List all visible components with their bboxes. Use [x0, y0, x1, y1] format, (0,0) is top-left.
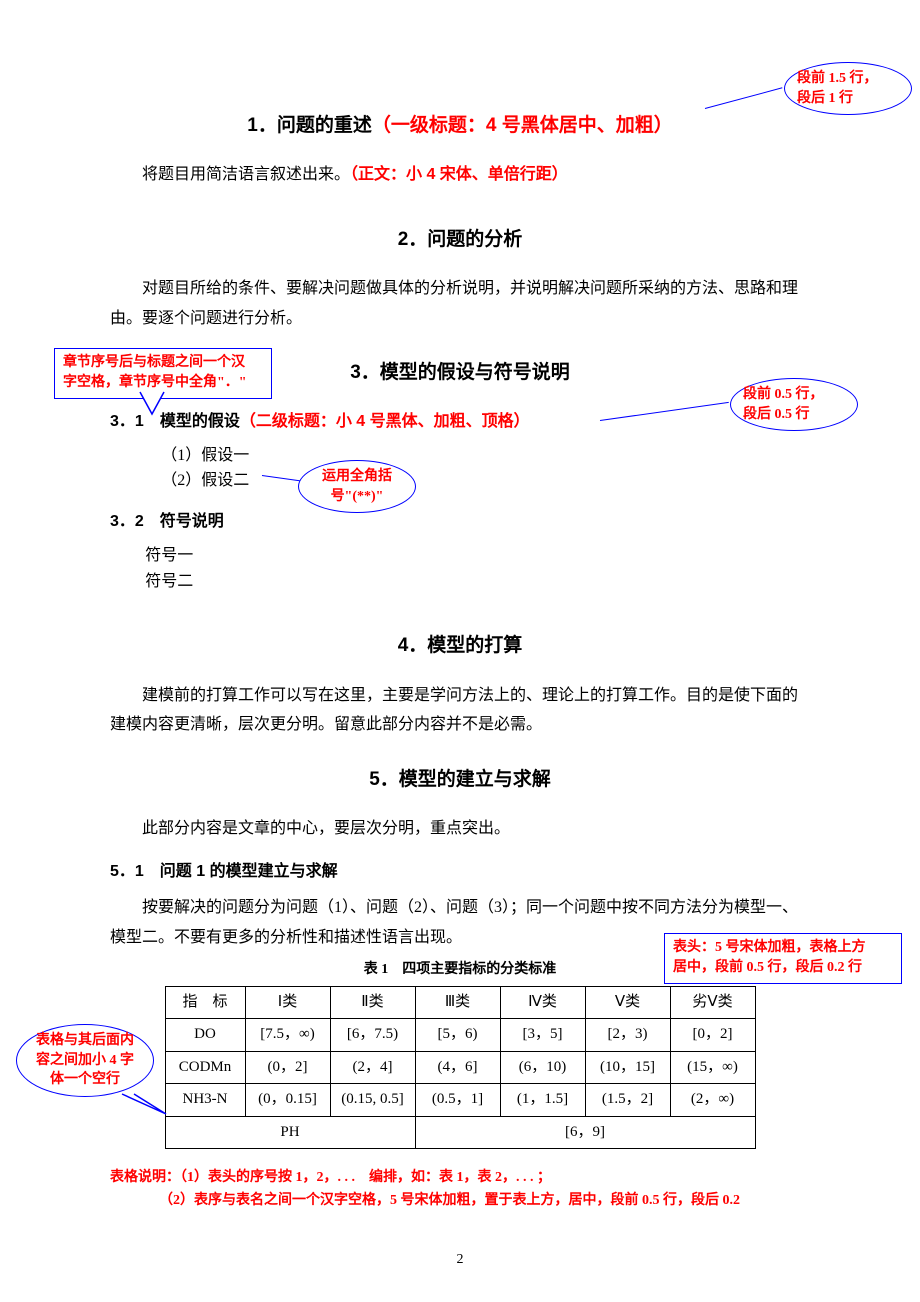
- table-cell: (0.5，1]: [415, 1084, 500, 1117]
- table-cell: Ⅲ类: [415, 986, 500, 1019]
- table-cell: DO: [165, 1019, 245, 1052]
- table-row: NH3-N (0，0.15] (0.15, 0.5] (0.5，1] (1，1.…: [165, 1084, 755, 1117]
- page-number: 2: [0, 1248, 920, 1272]
- callout-line: 体一个空行: [50, 1072, 120, 1087]
- table-cell: (6，10): [500, 1051, 585, 1084]
- table-cell: 指 标: [165, 986, 245, 1019]
- table-cell: Ⅳ类: [500, 986, 585, 1019]
- body-text: 对题目所给的条件、要解决问题做具体的分析说明，并说明解决问题所采纳的方法、思路和…: [110, 274, 810, 333]
- callout-paragraph-spacing-1: 段前 1.5 行， 段后 1 行: [784, 62, 912, 115]
- table-note-line: （2）表序与表名之间一个汉字空格，5 号宋体加粗，置于表上方，居中，段前 0.5…: [159, 1190, 810, 1212]
- table-cell: (1.5，2]: [585, 1084, 670, 1117]
- h1-note: （一级标题：4 号黑体居中、加粗）: [372, 115, 673, 136]
- table-cell: (4，6]: [415, 1051, 500, 1084]
- callout-line: 章节序号后与标题之间一个汉: [63, 355, 245, 370]
- body-text: 建模前的打算工作可以写在这里，主要是学问方法上的、理论上的打算工作。目的是使下面…: [110, 681, 810, 740]
- callout-paragraph-spacing-2: 段前 0.5 行， 段后 0.5 行: [730, 378, 858, 431]
- table-cell: (2，4]: [330, 1051, 415, 1084]
- callout-line: 表头：5 号宋体加粗，表格上方: [673, 940, 866, 955]
- table-note: 表格说明：（1）表头的序号按 1，2，. . . 编排，如：表 1，表 2，. …: [110, 1167, 810, 1212]
- callout-tail: [138, 390, 168, 416]
- h1-num: 1．: [247, 115, 277, 136]
- body-text: 此部分内容是文章的中心，要层次分明，重点突出。: [110, 814, 810, 844]
- table-cell: NH3-N: [165, 1084, 245, 1117]
- heading-2: 2．问题的分析: [110, 224, 810, 256]
- body-span: 将题目用简洁语言叙述出来。: [142, 166, 350, 183]
- callout-tail: [120, 1092, 168, 1122]
- callout-pointer: [705, 87, 783, 109]
- table-row: 指 标 Ⅰ类 Ⅱ类 Ⅲ类 Ⅳ类 Ⅴ类 劣Ⅴ类: [165, 986, 755, 1019]
- table-cell: [6，7.5): [330, 1019, 415, 1052]
- symbol-item: 符号二: [145, 569, 810, 595]
- callout-line: 段前 1.5 行，: [797, 71, 878, 86]
- body-text: 将题目用简洁语言叙述出来。（正文：小 4 宋体、单倍行距）: [110, 160, 810, 190]
- table-cell: (10，15]: [585, 1051, 670, 1084]
- table-row: PH [6，9]: [165, 1116, 755, 1149]
- callout-table-header: 表头：5 号宋体加粗，表格上方 居中，段前 0.5 行，段后 0.2 行: [664, 933, 902, 984]
- symbol-item: 符号一: [145, 543, 810, 569]
- body-note: （正文：小 4 宋体、单倍行距）: [350, 166, 568, 183]
- table-cell: CODMn: [165, 1051, 245, 1084]
- h2-note: （二级标题：小 4 号黑体、加粗、顶格）: [240, 413, 530, 430]
- callout-line: 号"(**)": [331, 489, 384, 504]
- table-cell: (15，∞): [670, 1051, 755, 1084]
- callout-line: 居中，段前 0.5 行，段后 0.2 行: [673, 960, 862, 975]
- table-cell: [0，2]: [670, 1019, 755, 1052]
- callout-line: 段前 0.5 行，: [743, 387, 824, 402]
- h2-title: 模型的假设: [160, 413, 240, 430]
- heading-5-1: 5．1 问题 1 的模型建立与求解: [110, 858, 810, 885]
- table-cell: (0，2]: [245, 1051, 330, 1084]
- table-cell: Ⅴ类: [585, 986, 670, 1019]
- table-cell: (2，∞): [670, 1084, 755, 1117]
- table-cell: [3，5]: [500, 1019, 585, 1052]
- table-cell: [5，6): [415, 1019, 500, 1052]
- table-cell: (1，1.5]: [500, 1084, 585, 1117]
- table-cell: Ⅰ类: [245, 986, 330, 1019]
- callout-line: 容之间加小 4 字: [36, 1053, 134, 1068]
- heading-3-1: 3．1 模型的假设（二级标题：小 4 号黑体、加粗、顶格）: [110, 408, 810, 435]
- callout-line: 字空格，章节序号中全角"．": [63, 375, 247, 390]
- heading-5: 5．模型的建立与求解: [110, 764, 810, 796]
- callout-line: 表格与其后面内: [36, 1033, 134, 1048]
- callout-table-spacing: 表格与其后面内 容之间加小 4 字 体一个空行: [16, 1024, 154, 1097]
- list-item: （2）假设二: [161, 468, 810, 494]
- table-row: CODMn (0，2] (2，4] (4，6] (6，10) (10，15] (…: [165, 1051, 755, 1084]
- callout-line: 段后 0.5 行: [743, 407, 810, 422]
- table-cell: 劣Ⅴ类: [670, 986, 755, 1019]
- table-cell: (0，0.15]: [245, 1084, 330, 1117]
- table-cell: Ⅱ类: [330, 986, 415, 1019]
- heading-4: 4．模型的打算: [110, 630, 810, 662]
- table-cell: PH: [165, 1116, 415, 1149]
- table-cell: [2，3): [585, 1019, 670, 1052]
- table-cell: [7.5，∞): [245, 1019, 330, 1052]
- table-cell: [6，9]: [415, 1116, 755, 1149]
- table-note-line: 表格说明：（1）表头的序号按 1，2，. . . 编排，如：表 1，表 2，. …: [110, 1170, 551, 1185]
- h1-title: 问题的重述: [277, 115, 372, 136]
- callout-line: 运用全角括: [322, 469, 392, 484]
- callout-line: 段后 1 行: [797, 91, 853, 106]
- heading-1: 1．问题的重述（一级标题：4 号黑体居中、加粗）: [110, 110, 810, 142]
- list-item: （1）假设一: [161, 443, 810, 469]
- heading-3-2: 3．2 符号说明: [110, 508, 810, 535]
- table-row: DO [7.5，∞) [6，7.5) [5，6) [3，5] [2，3) [0，…: [165, 1019, 755, 1052]
- callout-fullwidth-brackets: 运用全角括 号"(**)": [298, 460, 416, 513]
- data-table: 指 标 Ⅰ类 Ⅱ类 Ⅲ类 Ⅳ类 Ⅴ类 劣Ⅴ类 DO [7.5，∞) [6，7.5…: [165, 986, 756, 1150]
- table-cell: (0.15, 0.5]: [330, 1084, 415, 1117]
